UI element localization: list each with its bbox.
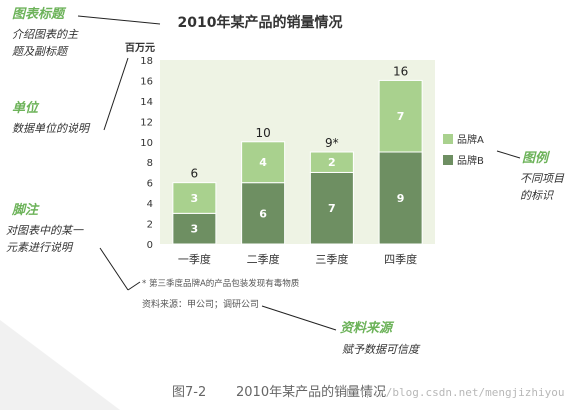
- bar-segment-b: [378, 151, 423, 245]
- y-tick-label: 16: [140, 76, 153, 87]
- caption-title: 2010年某产品的销量情况: [236, 385, 387, 400]
- legend-label: 品牌B: [457, 154, 484, 167]
- y-tick-label: 4: [147, 199, 153, 210]
- footnote-note-line-1: 对图表中的某一: [6, 224, 83, 237]
- legend-note-line-1: 不同项目: [520, 172, 564, 185]
- bar-value-label: 3: [191, 223, 199, 236]
- legend-swatch: [443, 134, 453, 144]
- x-tick-label: 二季度: [247, 252, 280, 266]
- y-tick-label: 10: [140, 138, 153, 149]
- annotation-connector: [99, 247, 129, 291]
- watermark-text: http://blog.csdn.net/mengjizhiyou: [346, 386, 565, 399]
- y-tick-label: 14: [140, 97, 153, 108]
- y-tick-label: 8: [147, 158, 153, 169]
- y-tick-label: 2: [147, 220, 153, 231]
- bar-total-label: 6: [191, 167, 199, 181]
- annotation-connector: [77, 15, 161, 25]
- chart-title: 2010年某产品的销量情况: [178, 14, 343, 31]
- x-tick-label: 四季度: [384, 252, 417, 266]
- unit-note-heading: 单位: [12, 101, 39, 116]
- bar-segment-b: [241, 182, 286, 245]
- y-tick-label: 6: [147, 179, 153, 190]
- y-tick-label: 0: [147, 240, 153, 251]
- bar-value-label: 2: [328, 156, 336, 169]
- bar-segment-a: [309, 151, 354, 173]
- bar-value-label: 3: [191, 192, 199, 205]
- legend-swatch: [443, 155, 453, 165]
- annotation-connectors: [77, 15, 521, 331]
- bar-value-label: 6: [259, 207, 267, 220]
- source-note-line-1: 赋予数据可信度: [342, 343, 419, 356]
- x-tick-label: 一季度: [178, 252, 211, 266]
- legend-label: 品牌A: [457, 133, 484, 146]
- bar-value-label: 7: [397, 110, 405, 123]
- annotation-connector: [103, 57, 129, 131]
- source-note-heading: 资料来源: [340, 321, 393, 336]
- bar-segment-a: [241, 141, 286, 184]
- bar-segment-b: [172, 212, 217, 245]
- bar-value-label: 9: [397, 192, 405, 205]
- title-note-line-1: 介绍图表的主: [12, 28, 78, 41]
- bar-total-label: 16: [393, 64, 408, 78]
- y-tick-label: 18: [140, 56, 153, 67]
- caption-figure-no: 图7-2: [172, 385, 207, 400]
- bar-value-label: 4: [259, 156, 267, 169]
- bar-segment-a: [378, 79, 423, 153]
- bar-value-label: 7: [328, 202, 336, 215]
- footnote-note-heading: 脚注: [12, 203, 39, 218]
- y-tick-label: 12: [140, 117, 153, 128]
- y-axis-label: 百万元: [125, 42, 155, 54]
- bar-segment-a: [172, 182, 217, 214]
- title-note-heading: 图表标题: [12, 7, 65, 22]
- annotation-connector: [496, 150, 521, 159]
- bar-segment-b: [309, 171, 354, 245]
- annotation-connector: [127, 281, 141, 291]
- unit-note-line-1: 数据单位的说明: [12, 122, 89, 135]
- legend-note-heading: 图例: [522, 151, 549, 166]
- annotation-connector: [261, 305, 337, 331]
- decorative-shape: [0, 320, 120, 410]
- legend-note-line-2: 的标识: [520, 189, 553, 202]
- bar-total-label: 10: [255, 126, 270, 140]
- x-tick-label: 三季度: [315, 252, 348, 266]
- source-text: 资料来源：甲公司；调研公司: [142, 300, 260, 310]
- title-note-line-2: 题及副标题: [12, 45, 67, 58]
- bar-total-label: 9*: [325, 136, 339, 150]
- footnote-text: * 第三季度品牌A的产品包装发现有毒物质: [142, 279, 300, 289]
- footnote-note-line-2: 元素进行说明: [6, 241, 72, 254]
